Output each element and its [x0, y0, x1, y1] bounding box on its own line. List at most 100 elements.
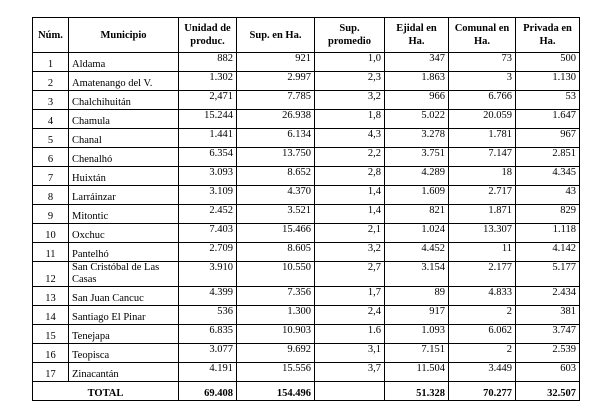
table-row: 8 Larráinzar 3.109 4.370 1,4 1.609 2.717 43	[32, 185, 580, 205]
value-cell: 15.244	[178, 109, 237, 129]
value-cell: 1.302	[178, 71, 237, 91]
row-number: 13	[32, 286, 69, 306]
column-header: Sup. en Ha.	[236, 17, 315, 53]
value-cell: 1,4	[314, 185, 385, 205]
table-row: 1 Aldama 882 921 1,0 347 73 500	[32, 52, 580, 72]
column-header: Unidad de produc.	[178, 17, 237, 53]
document-page: Núm. Municipio Unidad de produc. Sup. en Ha…	[32, 17, 580, 401]
value-cell: 7.147	[448, 147, 516, 167]
value-cell: 1.300	[236, 305, 315, 325]
value-cell: 6.134	[236, 128, 315, 148]
value-cell: 1.871	[448, 204, 516, 224]
municipio-cell: Amatenango del V.	[68, 71, 179, 91]
value-cell: 2,471	[178, 90, 237, 110]
municipio-cell: Zinacantán	[68, 362, 179, 382]
value-cell: 1.024	[384, 223, 449, 243]
value-cell: 7.403	[178, 223, 237, 243]
value-cell: 3.093	[178, 166, 237, 186]
value-cell: 381	[515, 305, 580, 325]
value-cell: 4.289	[384, 166, 449, 186]
value-cell: 4.452	[384, 242, 449, 262]
municipio-cell: Oxchuc	[68, 223, 179, 243]
value-cell: 2.452	[178, 204, 237, 224]
value-cell: 500	[515, 52, 580, 72]
value-cell: 11	[448, 242, 516, 262]
value-cell: 26.938	[236, 109, 315, 129]
table-header: Núm. Municipio Unidad de produc. Sup. en Ha…	[32, 17, 580, 53]
value-cell: 10.550	[236, 261, 315, 287]
value-cell: 882	[178, 52, 237, 72]
value-cell: 4.399	[178, 286, 237, 306]
value-cell: 3,2	[314, 242, 385, 262]
column-header: Privada en Ha.	[515, 17, 580, 53]
row-number: 15	[32, 324, 69, 344]
value-cell: 18	[448, 166, 516, 186]
value-cell: 5.177	[515, 261, 580, 287]
municipio-cell: Chenalhó	[68, 147, 179, 167]
value-cell: 1.130	[515, 71, 580, 91]
value-cell: 921	[236, 52, 315, 72]
value-cell: 1.863	[384, 71, 449, 91]
value-cell: 4.142	[515, 242, 580, 262]
table-row: 10 Oxchuc 7.403 15.466 2,1 1.024 13.307 1.118	[32, 223, 580, 243]
total-value-cell: 51.328	[384, 381, 449, 401]
value-cell: 3.077	[178, 343, 237, 363]
row-number: 1	[32, 52, 69, 72]
value-cell: 4.345	[515, 166, 580, 186]
table-row: 9 Mitontic 2.452 3.521 1,4 821 1.871 829	[32, 204, 580, 224]
value-cell: 829	[515, 204, 580, 224]
row-number: 12	[32, 261, 69, 287]
column-header: Sup. promedio	[314, 17, 385, 53]
table-row: 15 Tenejapa 6.835 10.903 1.6 1.093 6.062 3.747	[32, 324, 580, 344]
total-row: TOTAL 69.408 154.496 51.328 70.277 32.507	[32, 381, 580, 401]
value-cell: 8.605	[236, 242, 315, 262]
value-cell: 536	[178, 305, 237, 325]
value-cell: 5.022	[384, 109, 449, 129]
municipio-cell: Chalchihuitán	[68, 90, 179, 110]
value-cell: 3.747	[515, 324, 580, 344]
table-row: 17 Zinacantán 4.191 15.556 3,7 11.504 3.449 603	[32, 362, 580, 382]
column-header: Municipio	[68, 17, 179, 53]
value-cell: 347	[384, 52, 449, 72]
row-number: 2	[32, 71, 69, 91]
value-cell: 2,2	[314, 147, 385, 167]
value-cell: 1.647	[515, 109, 580, 129]
value-cell: 1.118	[515, 223, 580, 243]
value-cell: 53	[515, 90, 580, 110]
value-cell: 4,3	[314, 128, 385, 148]
value-cell: 89	[384, 286, 449, 306]
row-number: 16	[32, 343, 69, 363]
row-number: 8	[32, 185, 69, 205]
value-cell: 1.441	[178, 128, 237, 148]
total-value-cell	[314, 381, 385, 401]
value-cell: 2,7	[314, 261, 385, 287]
table-row: 11 Pantelhó 2.709 8.605 3,2 4.452 11 4.142	[32, 242, 580, 262]
row-number: 4	[32, 109, 69, 129]
value-cell: 1.093	[384, 324, 449, 344]
value-cell: 3,2	[314, 90, 385, 110]
value-cell: 6.354	[178, 147, 237, 167]
table-row: 16 Teopisca 3.077 9.692 3,1 7.151 2 2.539	[32, 343, 580, 363]
value-cell: 15.556	[236, 362, 315, 382]
value-cell: 2.177	[448, 261, 516, 287]
municipio-cell: Santiago El Pinar	[68, 305, 179, 325]
municipios-table: Núm. Municipio Unidad de produc. Sup. en Ha…	[32, 17, 580, 401]
value-cell: 917	[384, 305, 449, 325]
value-cell: 43	[515, 185, 580, 205]
value-cell: 2.851	[515, 147, 580, 167]
value-cell: 1,4	[314, 204, 385, 224]
table-body: 1 Aldama 882 921 1,0 347 73 500 2 Amatenango del …	[32, 52, 580, 401]
value-cell: 6.835	[178, 324, 237, 344]
table-row: 14 Santiago El Pinar 536 1.300 2,4 917 2 381	[32, 305, 580, 325]
row-number: 14	[32, 305, 69, 325]
municipio-cell: Mitontic	[68, 204, 179, 224]
value-cell: 2	[448, 343, 516, 363]
value-cell: 2,4	[314, 305, 385, 325]
value-cell: 2.539	[515, 343, 580, 363]
value-cell: 3	[448, 71, 516, 91]
value-cell: 7.151	[384, 343, 449, 363]
value-cell: 2,3	[314, 71, 385, 91]
row-number: 9	[32, 204, 69, 224]
column-header: Ejidal en Ha.	[384, 17, 449, 53]
value-cell: 3.521	[236, 204, 315, 224]
